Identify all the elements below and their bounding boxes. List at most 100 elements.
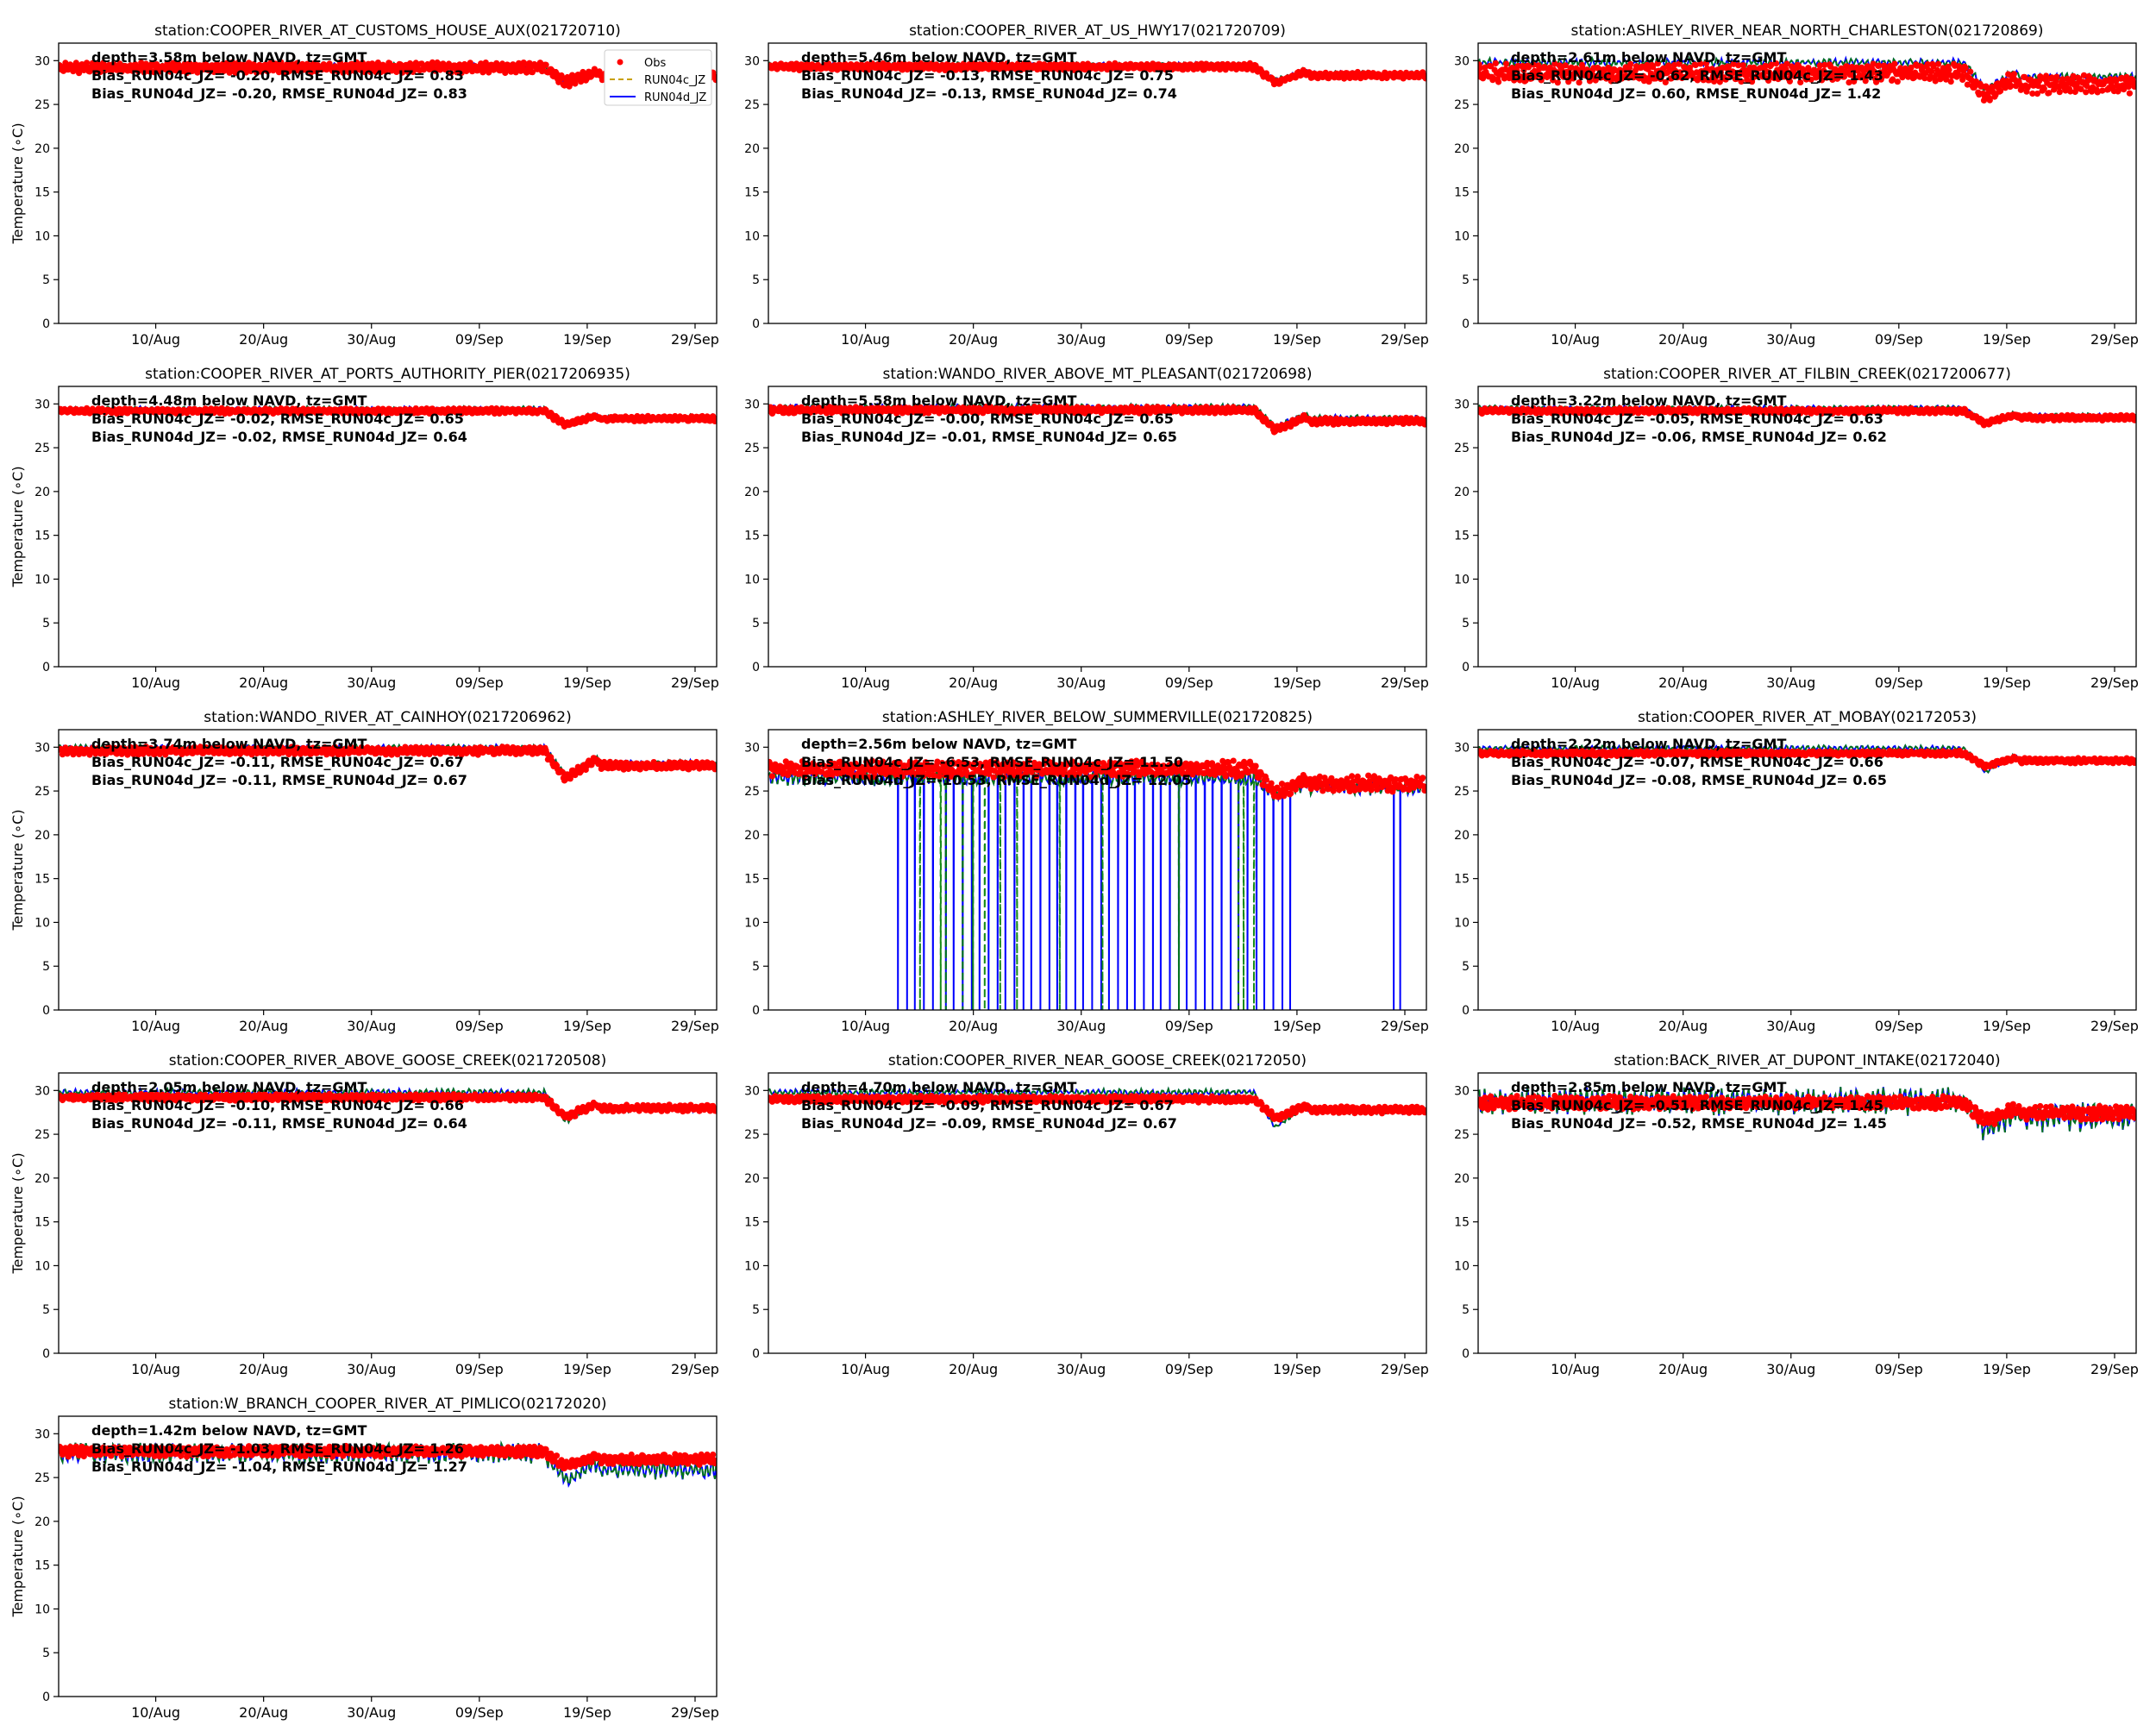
x-tick-label: 29/Sep	[1381, 674, 1429, 691]
obs-point	[1808, 76, 1814, 83]
obs-point	[553, 71, 561, 78]
obs-point	[1873, 78, 1880, 85]
obs-point	[1800, 66, 1807, 73]
obs-point	[2035, 83, 2042, 90]
y-tick-label: 20	[744, 142, 760, 156]
obs-point	[84, 60, 91, 66]
obs-point	[1768, 61, 1775, 68]
obs-point	[2053, 73, 2060, 80]
obs-point	[1935, 60, 1942, 67]
obs-point	[1946, 66, 1952, 73]
obs-point	[1962, 65, 1969, 72]
x-tick-label: 20/Aug	[1658, 674, 1708, 691]
x-tick-label: 29/Sep	[671, 1018, 719, 1034]
stats-annotation: Bias_RUN04d_JZ= 0.60, RMSE_RUN04d_JZ= 1.…	[1511, 85, 1881, 102]
y-tick-label: 10	[34, 229, 50, 243]
obs-point	[1783, 60, 1790, 67]
x-tick-label: 30/Aug	[347, 1018, 396, 1034]
obs-point	[1520, 66, 1527, 73]
y-tick-label: 10	[1454, 573, 1470, 586]
obs-point	[1924, 61, 1931, 68]
obs-point	[1492, 60, 1499, 66]
obs-point	[1478, 65, 1483, 72]
obs-point	[1514, 67, 1520, 74]
obs-point	[1551, 60, 1558, 67]
obs-point	[2126, 90, 2133, 97]
y-tick-label: 0	[752, 661, 760, 674]
y-tick-label: 5	[42, 273, 50, 287]
obs-point	[1625, 74, 1633, 81]
chart-panel: station:COOPER_RIVER_AT_US_HWY17(0217207…	[744, 22, 1429, 348]
y-tick-label: 25	[744, 98, 760, 112]
obs-point	[2010, 71, 2017, 78]
obs-point	[2108, 79, 2115, 86]
obs-point	[1422, 419, 1426, 426]
obs-point	[2008, 82, 2015, 90]
plot-area	[1478, 404, 2136, 429]
y-tick-label: 25	[1454, 98, 1470, 112]
obs-point	[1722, 76, 1729, 83]
obs-point	[1702, 60, 1710, 67]
obs-point	[1818, 77, 1826, 84]
obs-point	[72, 60, 79, 66]
x-tick-label: 09/Sep	[1165, 331, 1213, 348]
obs-point	[2094, 89, 2101, 96]
obs-point	[2046, 90, 2053, 97]
x-tick-label: 09/Sep	[455, 1018, 504, 1034]
obs-point	[2070, 72, 2077, 79]
chart-panel: station:ASHLEY_RIVER_NEAR_NORTH_CHARLEST…	[1454, 22, 2139, 348]
obs-point	[1488, 63, 1495, 70]
x-tick-label: 29/Sep	[2090, 331, 2139, 348]
obs-point	[1890, 76, 1896, 83]
obs-point	[1773, 60, 1780, 67]
obs-point	[1730, 60, 1737, 67]
obs-point	[448, 70, 454, 77]
obs-point	[1568, 64, 1575, 71]
x-tick-label: 20/Aug	[949, 331, 998, 348]
x-tick-label: 19/Sep	[563, 1018, 611, 1034]
y-tick-label: 0	[42, 317, 50, 331]
y-tick-label: 0	[1462, 661, 1470, 674]
chart-panel: station:COOPER_RIVER_AT_FILBIN_CREEK(021…	[1454, 366, 2139, 691]
x-tick-label: 30/Aug	[1056, 331, 1106, 348]
obs-point	[1862, 78, 1869, 85]
y-axis-label: Temperature (∘C)	[9, 466, 26, 587]
y-tick-label: 5	[752, 273, 760, 287]
obs-point	[712, 77, 717, 84]
x-tick-label: 10/Aug	[131, 674, 180, 691]
obs-point	[1725, 64, 1732, 71]
obs-point	[1662, 78, 1669, 85]
obs-point	[2005, 71, 2012, 78]
y-tick-label: 30	[744, 54, 760, 68]
obs-point	[1786, 78, 1793, 85]
obs-point	[1816, 62, 1823, 69]
obs-point	[542, 61, 549, 68]
y-tick-label: 20	[744, 486, 760, 499]
y-tick-label: 5	[752, 617, 760, 630]
axes-frame	[58, 42, 718, 324]
obs-point	[1695, 74, 1702, 82]
plot-area	[59, 405, 717, 430]
stats-annotation: Bias_RUN04d_JZ= -0.20, RMSE_RUN04d_JZ= 0…	[91, 85, 467, 102]
obs-point	[2132, 83, 2136, 90]
obs-point	[1821, 61, 1828, 68]
obs-point	[1870, 60, 1877, 67]
x-tick-label: 19/Sep	[1273, 674, 1321, 691]
plot-area	[768, 401, 1426, 436]
obs-point	[2056, 89, 2063, 96]
obs-point	[1891, 60, 1898, 67]
obs-point	[1660, 65, 1667, 72]
obs-point	[2040, 85, 2047, 92]
y-tick-label: 25	[1454, 442, 1470, 455]
y-tick-label: 0	[42, 1004, 50, 1018]
obs-point	[1829, 76, 1836, 83]
obs-point	[1670, 61, 1677, 68]
obs-point	[1932, 78, 1939, 85]
obs-point	[1608, 78, 1614, 85]
obs-point	[2123, 73, 2130, 80]
obs-point	[1733, 75, 1739, 82]
chart-title: station:COOPER_RIVER_AT_PORTS_AUTHORITY_…	[145, 366, 630, 383]
obs-point	[1797, 78, 1804, 85]
obs-point	[1738, 78, 1745, 85]
stats-annotation: depth=2.61m below NAVD, tz=GMT	[1511, 49, 1786, 66]
